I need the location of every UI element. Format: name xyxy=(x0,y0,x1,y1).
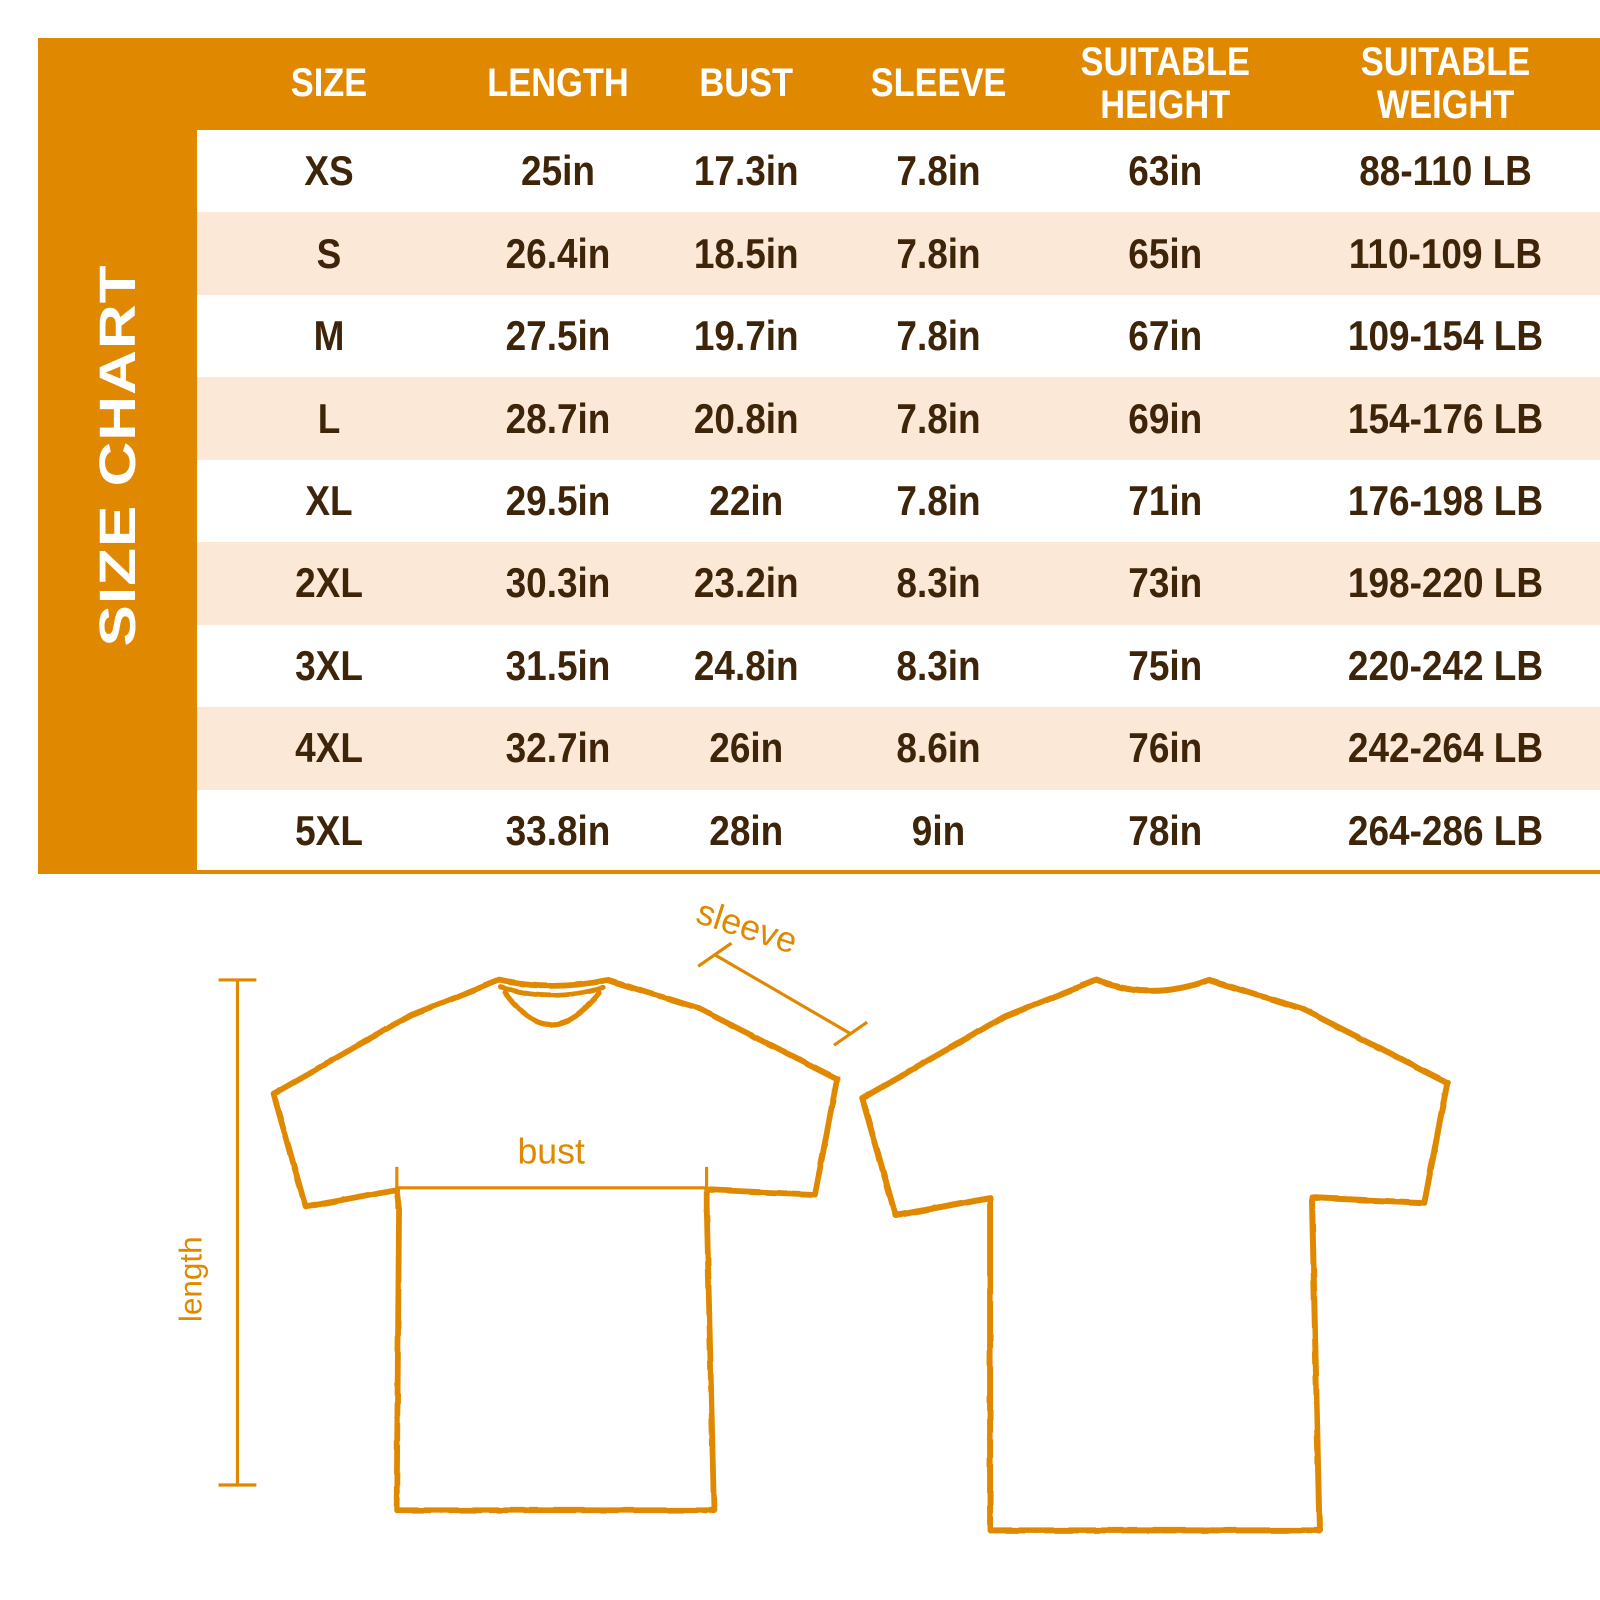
svg-text:bust: bust xyxy=(517,1132,585,1172)
svg-text:sleeve: sleeve xyxy=(692,892,802,962)
svg-text:length: length xyxy=(173,1236,209,1322)
